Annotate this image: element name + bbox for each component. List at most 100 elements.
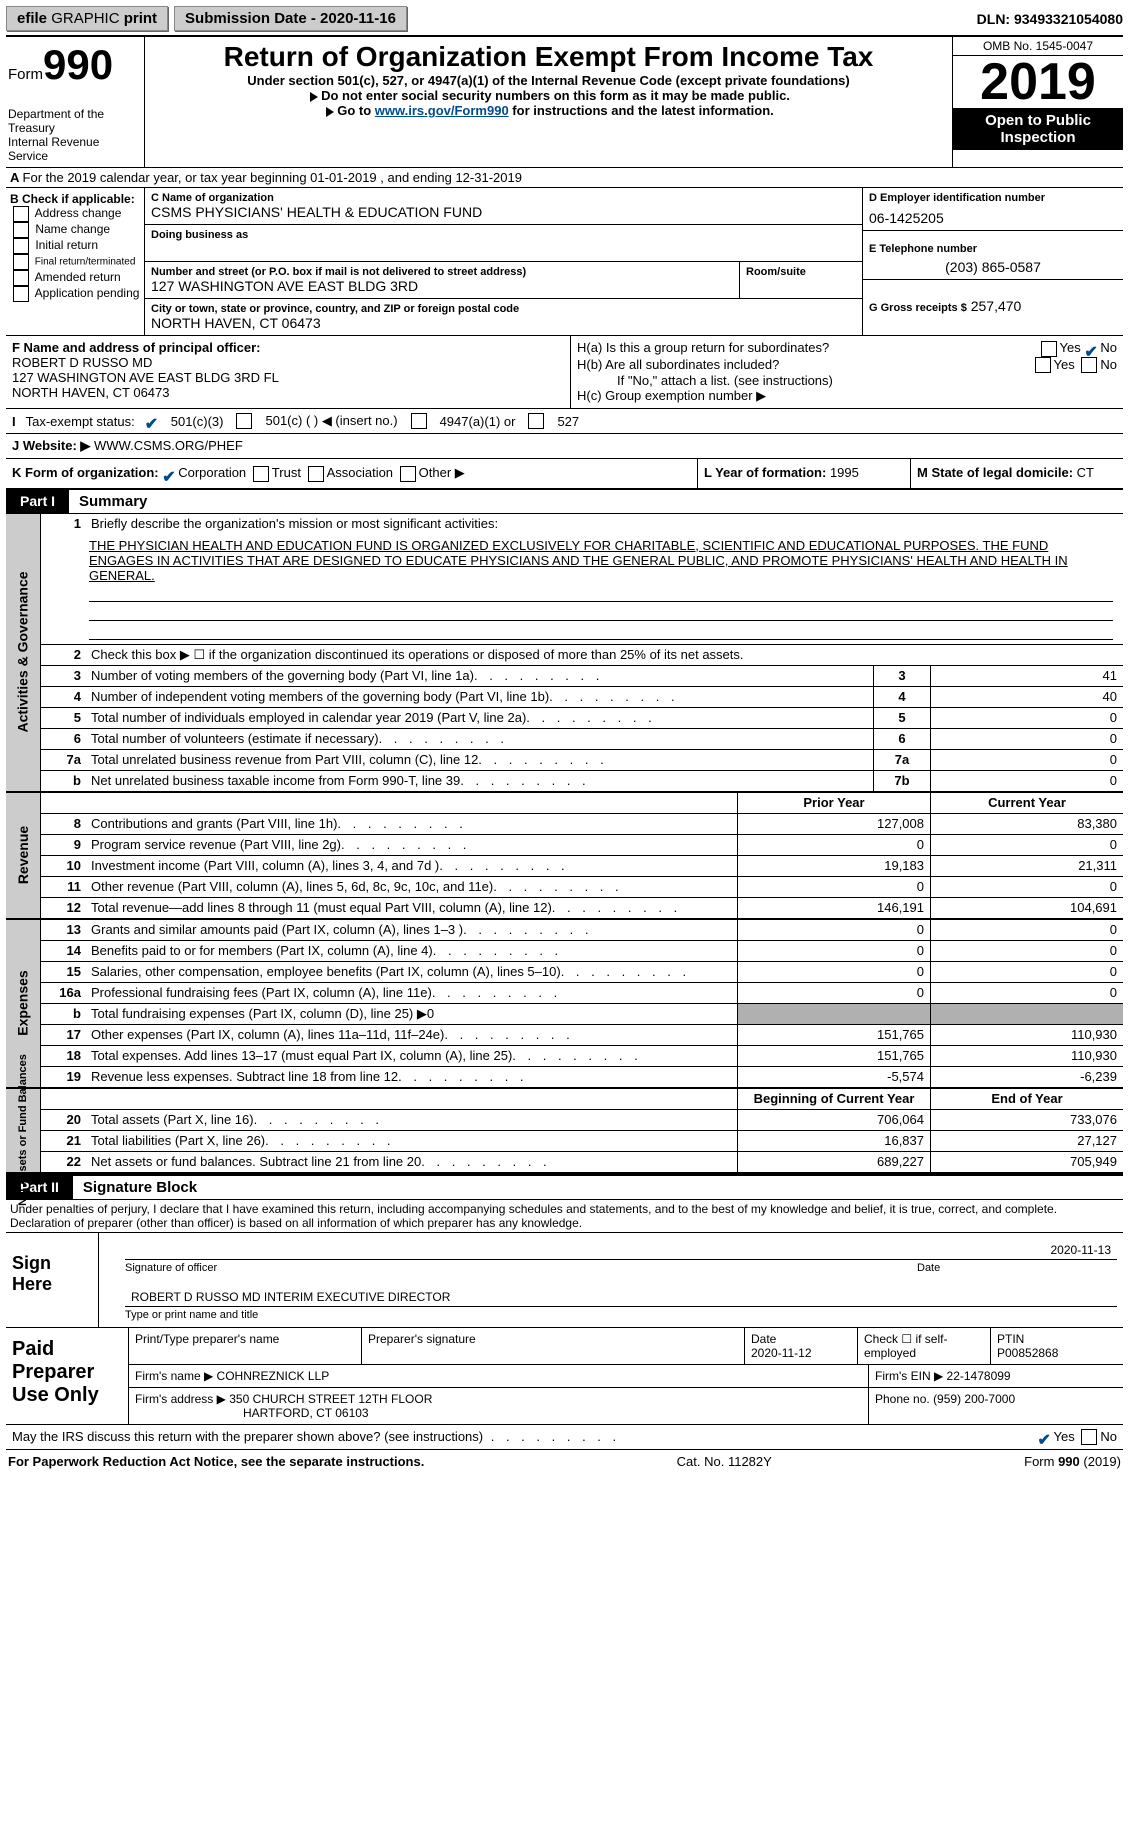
col-f: F Name and address of principal officer:… [6,336,571,408]
hb-label: H(b) Are all subordinates included? [577,357,779,374]
declaration: Under penalties of perjury, I declare th… [6,1200,1123,1232]
c-addr-row: Number and street (or P.O. box if mail i… [145,262,862,299]
col-b: B Check if applicable: Address change Na… [6,188,145,335]
col-c: C Name of organization CSMS PHYSICIANS' … [145,188,862,335]
gross-receipts: 257,470 [971,298,1022,314]
prep-sig-h: Preparer's signature [362,1328,745,1364]
dln: DLN: 93493321054080 [977,11,1123,27]
col-bcy: Beginning of Current Year [737,1089,930,1109]
efile-c: print [124,10,157,27]
b-opt[interactable]: Address change [10,206,140,222]
firm-addr1: 350 CHURCH STREET 12TH FLOOR [229,1392,432,1406]
sec-netassets: Net Assets or Fund Balances Beginning of… [6,1089,1123,1174]
side-activities: Activities & Governance [6,514,41,791]
sign-here: Sign Here [6,1233,99,1327]
mission-text: THE PHYSICIAN HEALTH AND EDUCATION FUND … [41,534,1123,644]
paid-preparer: Paid Preparer Use Only Print/Type prepar… [6,1327,1123,1424]
efile-badge: efile GRAPHIC print [6,6,168,31]
footer-left: For Paperwork Reduction Act Notice, see … [8,1454,424,1469]
footer-mid: Cat. No. 11282Y [677,1454,772,1469]
sig-date: 2020-11-13 [1051,1243,1112,1257]
ein: 06-1425205 [869,204,1117,226]
row-i: I Tax-exempt status: ✔501(c)(3) 501(c) (… [6,408,1123,433]
org-name: CSMS PHYSICIANS' HEALTH & EDUCATION FUND [151,204,856,220]
col-prior: Prior Year [737,793,930,813]
hdr-right: OMB No. 1545-0047 2019 Open to Public In… [952,37,1123,167]
c-dba: Doing business as [145,225,862,262]
part1-title: Summary [69,490,157,513]
line2: Check this box ▶ ☐ if the organization d… [87,645,1123,665]
prep-title: Paid Preparer Use Only [6,1328,128,1424]
c-name: C Name of organization CSMS PHYSICIANS' … [145,188,862,225]
footer-right: Form 990 (2019) [1024,1454,1121,1469]
line1: Briefly describe the organization's miss… [87,514,1123,534]
telephone: (203) 865-0587 [869,255,1117,275]
top-bar: efile GRAPHIC print Submission Date - 20… [6,6,1123,31]
form-note1: Do not enter social security numbers on … [153,88,944,103]
side-netassets: Net Assets or Fund Balances [6,1089,41,1172]
b-opt[interactable]: Amended return [10,270,140,286]
form-header: Form990 Department of the Treasury Inter… [6,35,1123,167]
firm-ein: 22-1478099 [947,1369,1011,1383]
row-a-period: A For the 2019 calendar year, or tax yea… [6,167,1123,187]
efile-b: GRAPHIC [51,10,119,27]
d-tel: E Telephone number (203) 865-0587 [863,239,1123,279]
b-opt[interactable]: Initial return [10,238,140,254]
form-note2: Go to www.irs.gov/Form990 for instructio… [153,103,944,118]
submission-date: Submission Date - 2020-11-16 [174,6,407,31]
hdr-left: Form990 Department of the Treasury Inter… [6,37,145,167]
footer: For Paperwork Reduction Act Notice, see … [6,1449,1123,1473]
efile-a: efile [17,10,47,27]
hc-label: H(c) Group exemption number ▶ [577,388,1117,404]
part1-header: Part I Summary [6,488,1123,514]
sign-here-block: Sign Here 2020-11-13 Signature of office… [6,1232,1123,1327]
col-current: Current Year [930,793,1123,813]
b-opt[interactable]: Final return/terminated [10,254,140,270]
officer-addr: 127 WASHINGTON AVE EAST BLDG 3RD FL [12,370,564,385]
website: WWW.CSMS.ORG/PHEF [94,438,243,453]
hb-note: If "No," attach a list. (see instruction… [577,373,1117,388]
org-city: NORTH HAVEN, CT 06473 [151,315,856,331]
b-label: B Check if applicable: [10,192,140,206]
officer-printed: ROBERT D RUSSO MD INTERIM EXECUTIVE DIRE… [131,1290,450,1304]
col-d: D Employer identification number 06-1425… [862,188,1123,335]
form-number: Form990 [8,41,138,89]
irs-link[interactable]: www.irs.gov/Form990 [375,103,509,118]
firm-name: COHNREZNICK LLP [217,1369,330,1383]
prep-name-h: Print/Type preparer's name [129,1328,362,1364]
form-title: Return of Organization Exempt From Incom… [153,41,944,73]
firm-addr2: HARTFORD, CT 06103 [243,1406,369,1420]
col-eoy: End of Year [930,1089,1123,1109]
sec-activities: Activities & Governance 1Briefly describ… [6,514,1123,793]
b-opt[interactable]: Application pending [10,286,140,302]
form-subtitle: Under section 501(c), 527, or 4947(a)(1)… [153,73,944,88]
dept-treasury: Department of the Treasury [8,107,138,135]
prep-date: 2020-11-12 [751,1346,812,1360]
officer-city: NORTH HAVEN, CT 06473 [12,385,564,400]
irs: Internal Revenue Service [8,135,138,163]
b-opt[interactable]: Name change [10,222,140,238]
tax-year: 2019 [953,56,1123,108]
side-revenue: Revenue [6,793,41,918]
firm-phone: (959) 200-7000 [933,1392,1015,1406]
sec-revenue: Revenue Prior Year Current Year 8Contrib… [6,793,1123,920]
org-address: 127 WASHINGTON AVE EAST BLDG 3RD [151,278,733,294]
row-j: J Website: ▶ WWW.CSMS.ORG/PHEF [6,433,1123,458]
d-ein: D Employer identification number 06-1425… [863,188,1123,230]
block-fh: F Name and address of principal officer:… [6,335,1123,408]
block-bcd: B Check if applicable: Address change Na… [6,187,1123,335]
may-discuss: May the IRS discuss this return with the… [6,1424,1123,1450]
open-public: Open to Public Inspection [953,108,1123,150]
hdr-center: Return of Organization Exempt From Incom… [145,37,952,167]
part1-tab: Part I [6,490,69,513]
prep-check[interactable]: Check ☐ if self-employed [858,1328,991,1364]
officer-name: ROBERT D RUSSO MD [12,355,564,370]
c-city: City or town, state or province, country… [145,299,862,335]
col-h: H(a) Is this a group return for subordin… [571,336,1123,408]
sec-expenses: Expenses 13Grants and similar amounts pa… [6,920,1123,1089]
d-gross: G Gross receipts $ 257,470 [863,288,1123,318]
part2-title: Signature Block [73,1176,207,1199]
ptin: P00852868 [997,1346,1058,1360]
part2-header: Part II Signature Block [6,1174,1123,1200]
row-k: K Form of organization: ✔Corporation Tru… [6,458,1123,488]
